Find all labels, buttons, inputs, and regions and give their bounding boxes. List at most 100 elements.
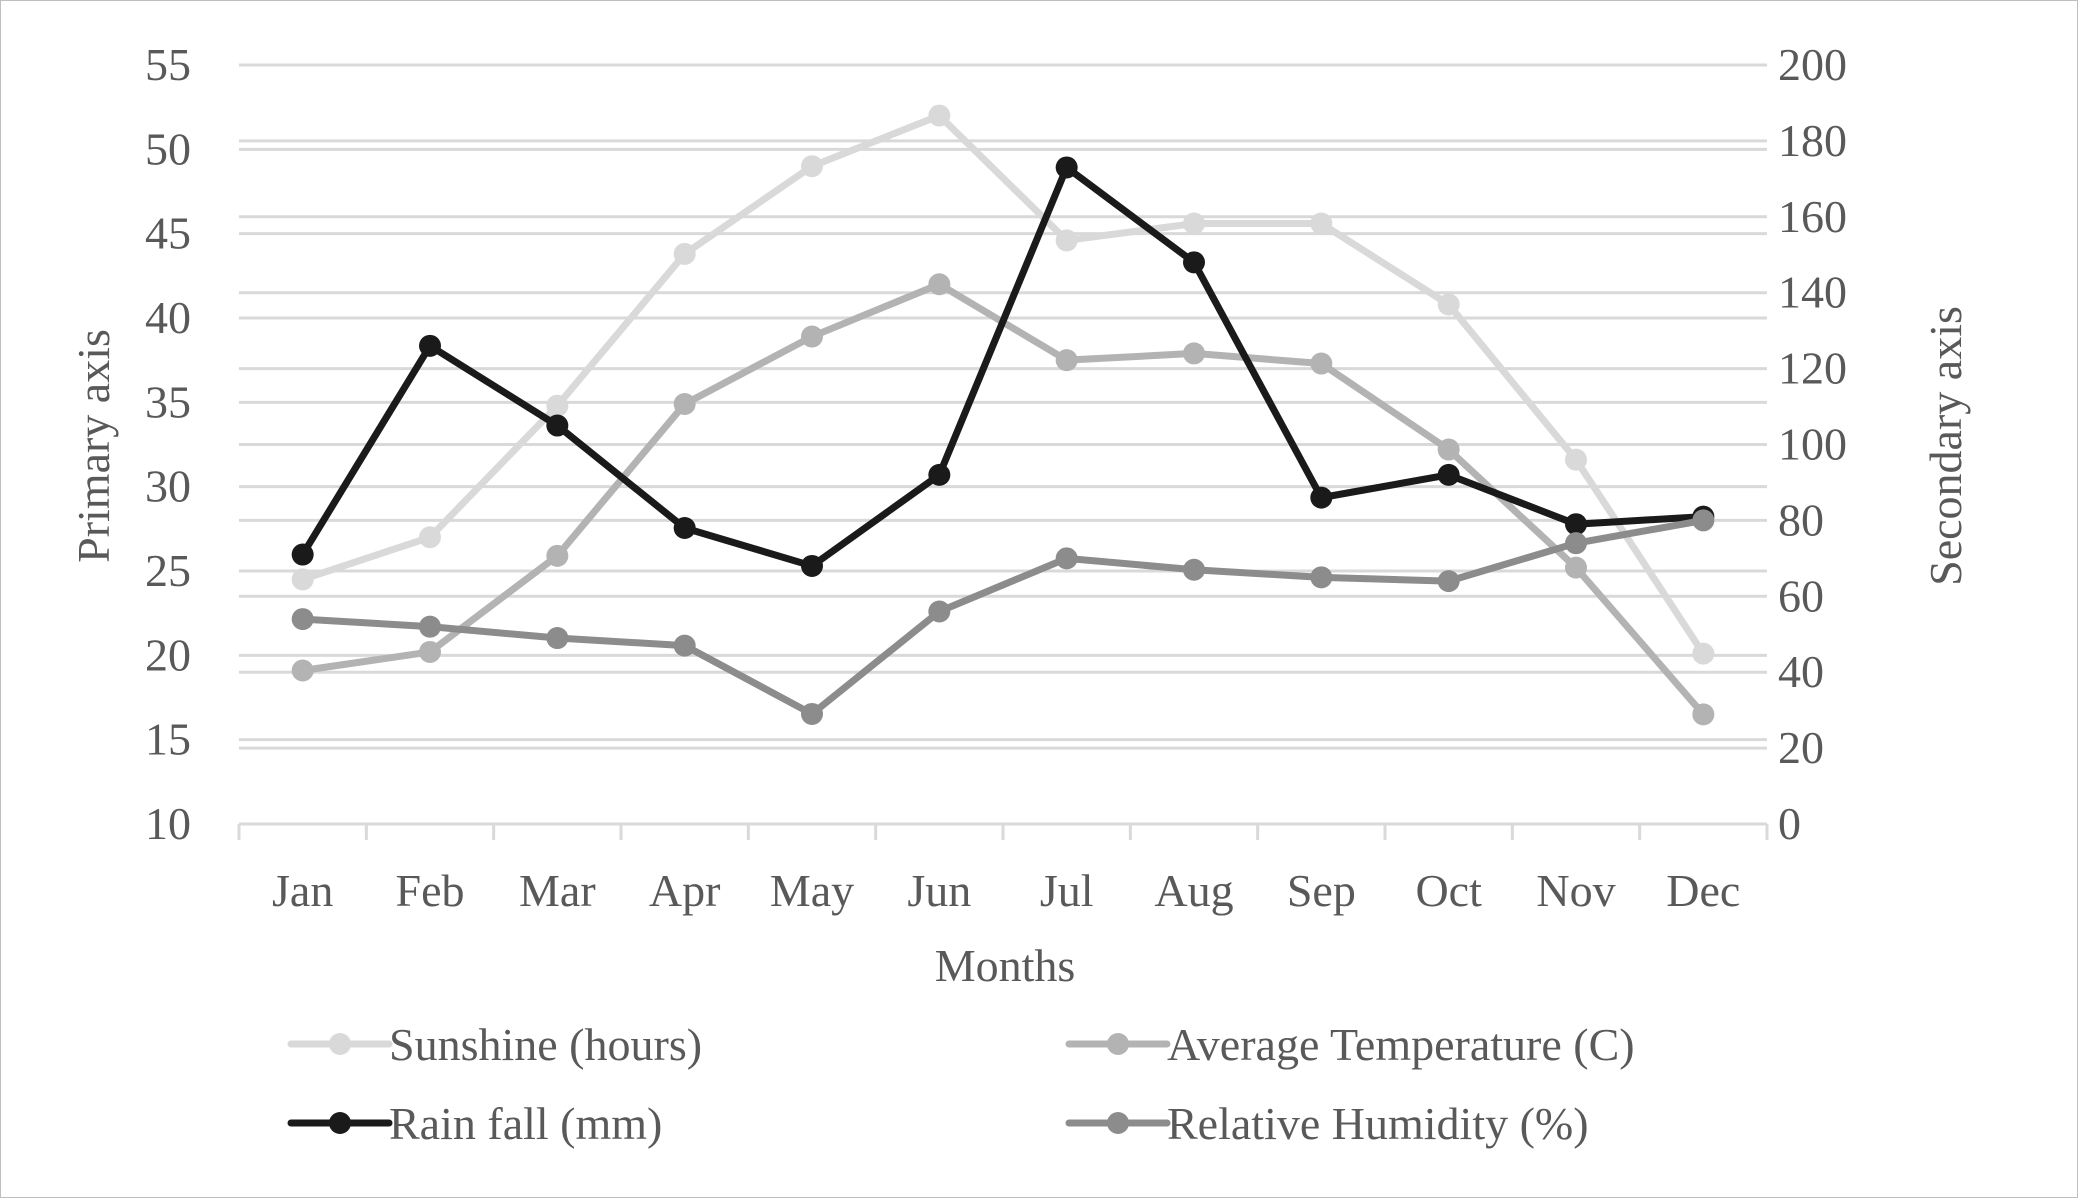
legend-entry: Rain fall (mm) [287,1098,662,1149]
data-point [546,394,569,417]
y-tick-label-primary: 50 [145,123,191,174]
data-point [1055,156,1078,179]
data-point [1437,438,1460,461]
data-point [673,242,696,265]
data-point [801,325,823,348]
series-line [299,516,1707,718]
data-point [291,543,314,566]
data-point [1055,229,1078,252]
y-axis-title-primary: Primary axis [68,329,119,563]
x-tick-label: May [770,865,854,916]
x-tick-label: Feb [396,865,465,916]
data-point [1565,448,1587,471]
y-tick-label-secondary: 0 [1778,798,1801,849]
legend-label: Relative Humidity (%) [1167,1098,1589,1149]
y-tick-label-secondary: 160 [1778,191,1847,242]
y-tick-label-secondary: 100 [1778,419,1847,470]
y-tick-label-secondary: 40 [1778,646,1824,697]
legend-entry: Sunshine (hours) [287,1019,702,1070]
x-tick-label: Dec [1666,865,1740,916]
data-point [1692,703,1715,726]
data-point [1183,251,1205,274]
data-point [546,414,569,437]
x-tick-label: Oct [1415,865,1482,916]
data-point [546,627,569,650]
y-axis-title-secondary: Secondary axis [1920,306,1971,586]
data-point [1310,486,1333,509]
legend-entry: Relative Humidity (%) [1065,1098,1589,1149]
y-tick-label-secondary: 200 [1778,39,1847,90]
data-point [1310,352,1333,375]
data-point [546,544,569,567]
data-point [1437,463,1460,486]
legend-label: Average Temperature (C) [1167,1019,1635,1070]
series [291,104,1715,726]
axes: 10 15 20 25 30 35 40 45 50 55 0 20 40 60 80 100 120 140 16… [145,39,1847,916]
y-tick-label-primary: 55 [145,39,191,90]
data-point [928,273,951,296]
x-tick-label: Mar [519,865,596,916]
legend-marker [329,1033,351,1055]
data-point [1310,566,1333,589]
x-tick-label: Nov [1536,865,1615,916]
y-tick-label-primary: 25 [145,545,191,596]
legend-marker [1107,1033,1129,1055]
data-point [1183,342,1205,365]
gridlines [239,63,1767,750]
x-axis-title: Months [935,940,1076,991]
series-line [299,112,1707,658]
x-tick-label: Aug [1154,865,1233,916]
data-point [928,104,951,127]
data-point [1692,509,1715,532]
data-point [1055,547,1078,570]
data-point [1183,558,1205,581]
series-3 [291,509,1715,725]
data-point [1565,556,1587,579]
data-point [419,334,441,357]
data-point [1437,293,1460,316]
y-tick-label-secondary: 140 [1778,267,1847,318]
data-point [1310,212,1333,235]
data-point [801,702,823,725]
y-tick-label-secondary: 80 [1778,494,1824,545]
data-point [1565,532,1587,555]
legend-marker [329,1112,351,1134]
legend: Sunshine (hours) Average Temperature (C) R… [287,1019,1635,1149]
series-1 [291,273,1715,726]
y-tick-label-primary: 20 [145,629,191,680]
series-2 [291,156,1715,577]
x-tick-label: Jan [272,865,333,916]
legend-entry: Average Temperature (C) [1065,1019,1635,1070]
y-tick-label-secondary: 120 [1778,343,1847,394]
x-tick-label: Jul [1040,865,1094,916]
data-point [1183,212,1205,235]
series-0 [291,104,1715,665]
data-point [928,463,951,486]
data-point [673,516,696,539]
data-point [419,615,441,638]
series-line [299,280,1707,718]
data-point [1565,513,1587,536]
data-point [801,155,823,178]
data-point [1055,349,1078,372]
y-tick-label-secondary: 60 [1778,570,1824,621]
x-tick-label: Apr [649,865,721,916]
legend-label: Sunshine (hours) [389,1019,702,1070]
x-tick-label: Sep [1287,865,1356,916]
series-line [299,163,1707,570]
data-point [419,640,441,663]
data-point [928,600,951,623]
y-tick-label-secondary: 180 [1778,115,1847,166]
y-tick-label-primary: 30 [145,461,191,512]
y-tick-label-primary: 40 [145,292,191,343]
data-point [291,568,314,591]
y-tick-label-primary: 15 [145,714,191,765]
legend-marker [1107,1112,1129,1134]
data-point [673,393,696,416]
data-point [1692,642,1715,665]
data-point [801,554,823,577]
y-tick-label-primary: 10 [145,798,191,849]
data-point [1437,570,1460,593]
